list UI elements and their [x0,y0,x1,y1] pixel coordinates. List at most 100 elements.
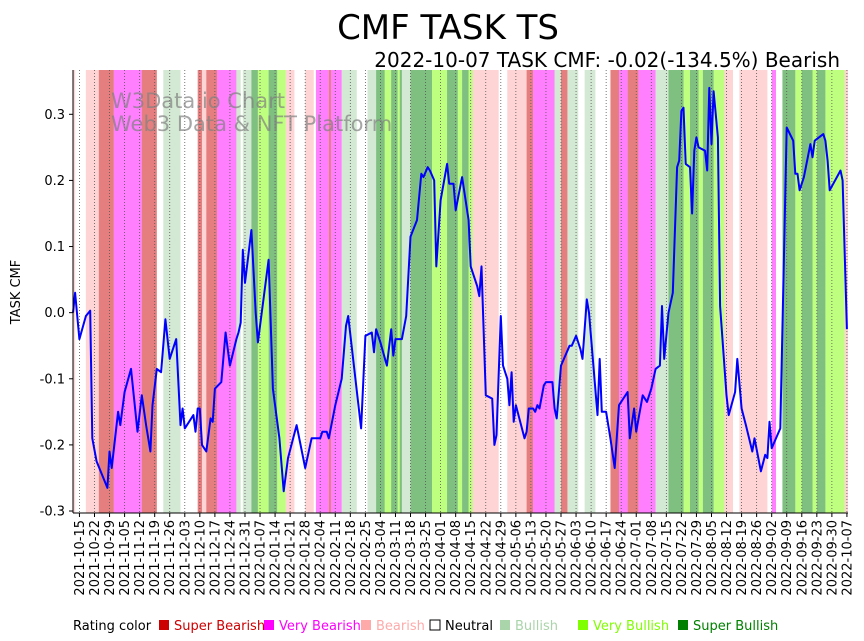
rating-band-vbu [384,70,392,513]
x-tick-label: 2022-03-18 [404,520,419,596]
rating-band-b [285,70,295,513]
rating-band-sbu [447,70,458,513]
rating-band-bu [341,70,357,513]
rating-band-sb [627,70,639,513]
rating-band-sbu [391,70,398,513]
rating-band-vb [533,70,555,513]
rating-band-vbu [795,70,802,513]
rating-band-vbu [257,70,269,513]
x-tick-label: 2022-09-16 [795,520,810,596]
rating-band-vb [771,70,776,513]
x-tick-label: 2021-12-31 [238,520,253,596]
axes: 2021-10-15 2021-10-22 2021-10-29 2021-11-05… [40,70,855,596]
rating-band-vbu [432,70,448,513]
y-tick-label: 0.1 [44,240,65,255]
legend-swatch-sbu [678,620,688,630]
x-tick-label: 2022-09-09 [780,520,795,596]
x-tick-label: 2022-08-26 [750,520,765,596]
rating-band-bu [236,70,241,513]
x-tick-label: 2022-05-27 [555,520,570,596]
rating-band-sbu [399,70,402,513]
x-tick-label: 2022-03-25 [419,520,434,596]
y-tick-label: -0.3 [40,505,65,520]
rating-band-sb [206,70,218,513]
legend-swatch-n [429,619,441,631]
rating-band-vb [113,70,142,513]
legend-swatch-sb [159,620,169,630]
x-tick-label: 2022-07-22 [675,520,690,596]
rating-band-b [305,70,314,513]
x-tick-label: 2022-01-07 [254,520,269,596]
legend-label-bu: Bullish [515,619,558,634]
x-tick-label: 2022-09-23 [810,520,825,596]
y-tick-label: 0.3 [44,108,65,123]
x-tick-label: 2022-08-05 [705,520,720,596]
x-tick-label: 2021-11-19 [148,520,163,596]
grid-lines [79,70,848,513]
rating-band-sbu [689,70,699,513]
legend-label-sbu: Super Bullish [693,619,778,634]
x-tick-label: 2022-09-30 [825,520,840,596]
x-tick-label: 2022-07-29 [690,520,705,596]
legend-label-sb: Super Bearish [174,619,265,634]
x-tick-label: 2022-08-19 [735,520,750,596]
x-tick-label: 2022-05-20 [539,520,554,596]
rating-band-sb [197,70,202,513]
rating-band-b [73,70,76,513]
x-tick-label: 2022-08-12 [720,520,735,596]
rating-band-bu [584,70,596,513]
x-tick-label: 2022-07-08 [645,520,660,596]
x-tick-label: 2022-03-11 [389,520,404,596]
rating-band-bu [401,70,411,513]
x-tick-label: 2022-02-11 [329,520,344,596]
x-tick-label: 2022-02-04 [314,520,329,596]
rating-band-vb [638,70,656,513]
legend-swatch-vbu [578,620,588,630]
rating-band-sbu [816,70,826,513]
legend-swatch-vb [264,620,274,630]
chart-subtitle: 2022-10-07 TASK CMF: -0.02(-134.5%) Bear… [374,48,840,72]
rating-band-sb [526,70,534,513]
rating-band-vb [330,70,342,513]
rating-band-bu [367,70,377,513]
rating-band-b [507,70,527,513]
rating-band-vbu [397,70,400,513]
x-tick-label: 2022-06-17 [600,520,615,596]
x-tick-label: 2022-02-18 [344,520,359,596]
rating-band-vb [315,70,329,513]
rating-band-sbu [410,70,433,513]
rating-band-bu [655,70,669,513]
rating-band-sbu [668,70,684,513]
x-tick-label: 2022-06-24 [615,520,630,596]
legend-label-b: Bearish [376,619,425,634]
x-tick-label: 2022-01-28 [299,520,314,596]
watermark-line-1: W3Data.io Chart [111,89,285,113]
x-tick-label: 2022-10-07 [840,520,855,596]
x-tick-label: 2022-04-15 [464,520,479,596]
x-tick-label: 2022-04-29 [494,520,509,596]
cmf-series-line [72,86,848,493]
rating-band-sbu [268,70,278,513]
rating-band-b [724,70,733,513]
x-tick-label: 2021-12-17 [208,520,223,596]
rating-band-sb [610,70,620,513]
rating-band-vbu [683,70,690,513]
rating-band-bu [567,70,579,513]
rating-band-sbu [376,70,385,513]
x-tick-label: 2021-10-15 [73,520,88,596]
y-tick-label: -0.2 [40,438,65,453]
rating-band-vbu [277,70,286,513]
x-tick-label: 2021-12-03 [178,520,193,596]
rating-band-vbu [468,70,473,513]
rating-band-vbu [825,70,845,513]
x-tick-label: 2022-09-02 [765,520,780,596]
x-tick-label: 2022-04-22 [479,520,494,596]
rating-band-sb [98,70,114,513]
rating-band-vbu [812,70,817,513]
x-tick-label: 2022-04-01 [434,520,449,596]
legend-title: Rating color [73,619,152,634]
x-tick-label: 2022-04-08 [449,520,464,596]
rating-band-vb [217,70,237,513]
y-tick-label: -0.1 [40,372,65,387]
legend-label-vbu: Very Bullish [593,619,669,634]
